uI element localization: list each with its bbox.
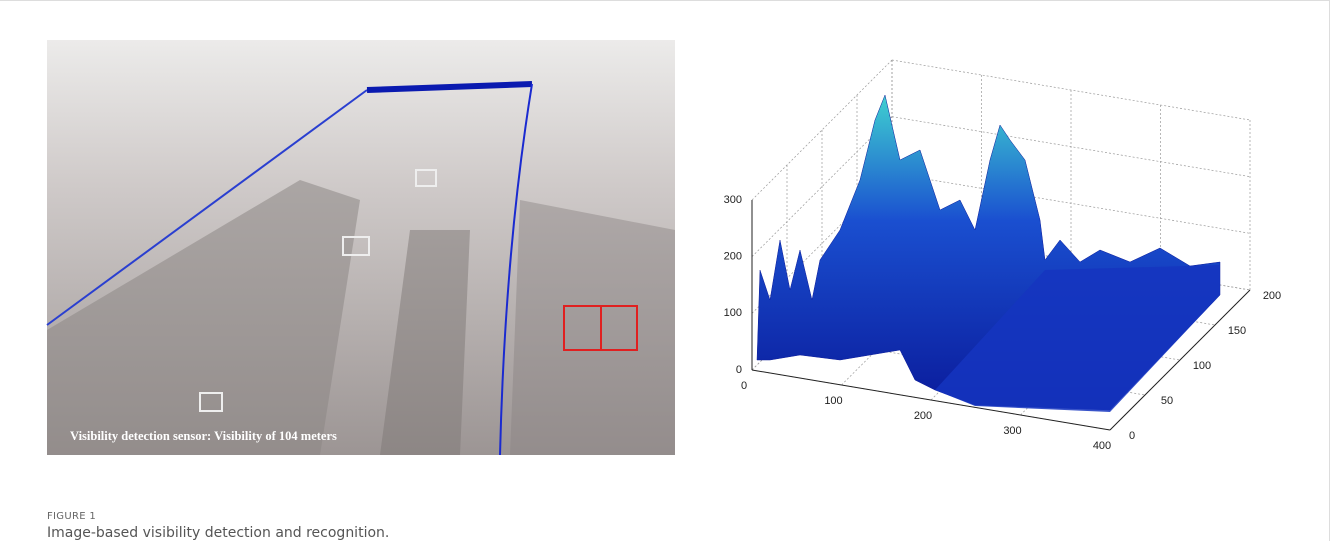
figure-label: FIGURE 1: [47, 511, 96, 522]
z-tick-label: 200: [724, 251, 742, 263]
figure: Visibility detection sensor: Visibility …: [46, 40, 1281, 456]
x-tick-label: 300: [1003, 425, 1021, 437]
figure-caption: Image-based visibility detection and rec…: [47, 525, 390, 541]
surface-plot: 0 100 200 300 400 0 50 100 150 200 0 100 200 300: [724, 59, 1281, 452]
x-tick-label: 400: [1093, 440, 1111, 452]
grid-line: [891, 172, 1251, 234]
z-tick-label: 100: [724, 307, 742, 319]
y-tick-label: 200: [1263, 290, 1281, 302]
photo: Visibility detection sensor: Visibility …: [46, 40, 675, 456]
y-tick-label: 0: [1129, 430, 1135, 442]
x-tick-label: 100: [824, 395, 842, 407]
grid-line: [751, 116, 893, 257]
y-tick-label: 100: [1193, 360, 1211, 372]
y-tick-label: 50: [1161, 395, 1173, 407]
photo-overlay-text: Visibility detection sensor: Visibility …: [70, 429, 337, 443]
y-tick-label: 150: [1228, 325, 1246, 337]
z-tick-label: 300: [724, 194, 742, 206]
x-tick-label: 0: [741, 380, 747, 392]
grid-line: [891, 59, 1251, 121]
axis-line: [751, 369, 1111, 431]
z-tick-label: 0: [736, 364, 742, 376]
grid-line: [891, 116, 1251, 178]
axis-line: [1109, 289, 1251, 431]
x-tick-label: 200: [914, 410, 932, 422]
grid-line: [751, 59, 893, 201]
